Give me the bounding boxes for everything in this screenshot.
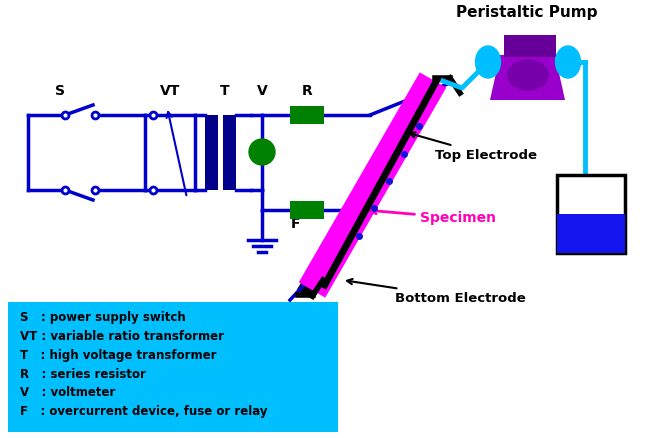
Text: S   : power supply switch: S : power supply switch — [20, 311, 185, 324]
Text: V   : voltmeter: V : voltmeter — [20, 386, 116, 399]
Text: VT : variable ratio transformer: VT : variable ratio transformer — [20, 329, 224, 343]
Text: V: V — [257, 84, 267, 98]
Circle shape — [249, 139, 275, 165]
Ellipse shape — [508, 60, 548, 90]
Text: VT: VT — [160, 84, 180, 98]
Text: T   : high voltage transformer: T : high voltage transformer — [20, 349, 217, 361]
Text: T: T — [220, 84, 230, 98]
Polygon shape — [490, 55, 565, 100]
Bar — [290, 106, 324, 124]
Bar — [504, 35, 556, 57]
Text: Peristaltic Pump: Peristaltic Pump — [456, 4, 597, 20]
Text: F: F — [290, 217, 300, 231]
Bar — [8, 302, 338, 432]
Text: R: R — [302, 84, 312, 98]
Bar — [223, 115, 236, 190]
Ellipse shape — [556, 46, 581, 78]
Text: R   : series resistor: R : series resistor — [20, 367, 146, 381]
Bar — [205, 115, 218, 190]
Text: Top Electrode: Top Electrode — [410, 132, 537, 162]
Bar — [290, 201, 324, 219]
Ellipse shape — [475, 46, 500, 78]
Bar — [557, 214, 625, 253]
Text: Bottom Electrode: Bottom Electrode — [347, 279, 526, 304]
Bar — [557, 175, 625, 253]
Text: S: S — [55, 84, 65, 98]
Text: F   : overcurrent device, fuse or relay: F : overcurrent device, fuse or relay — [20, 406, 268, 418]
Text: Specimen: Specimen — [371, 208, 496, 225]
